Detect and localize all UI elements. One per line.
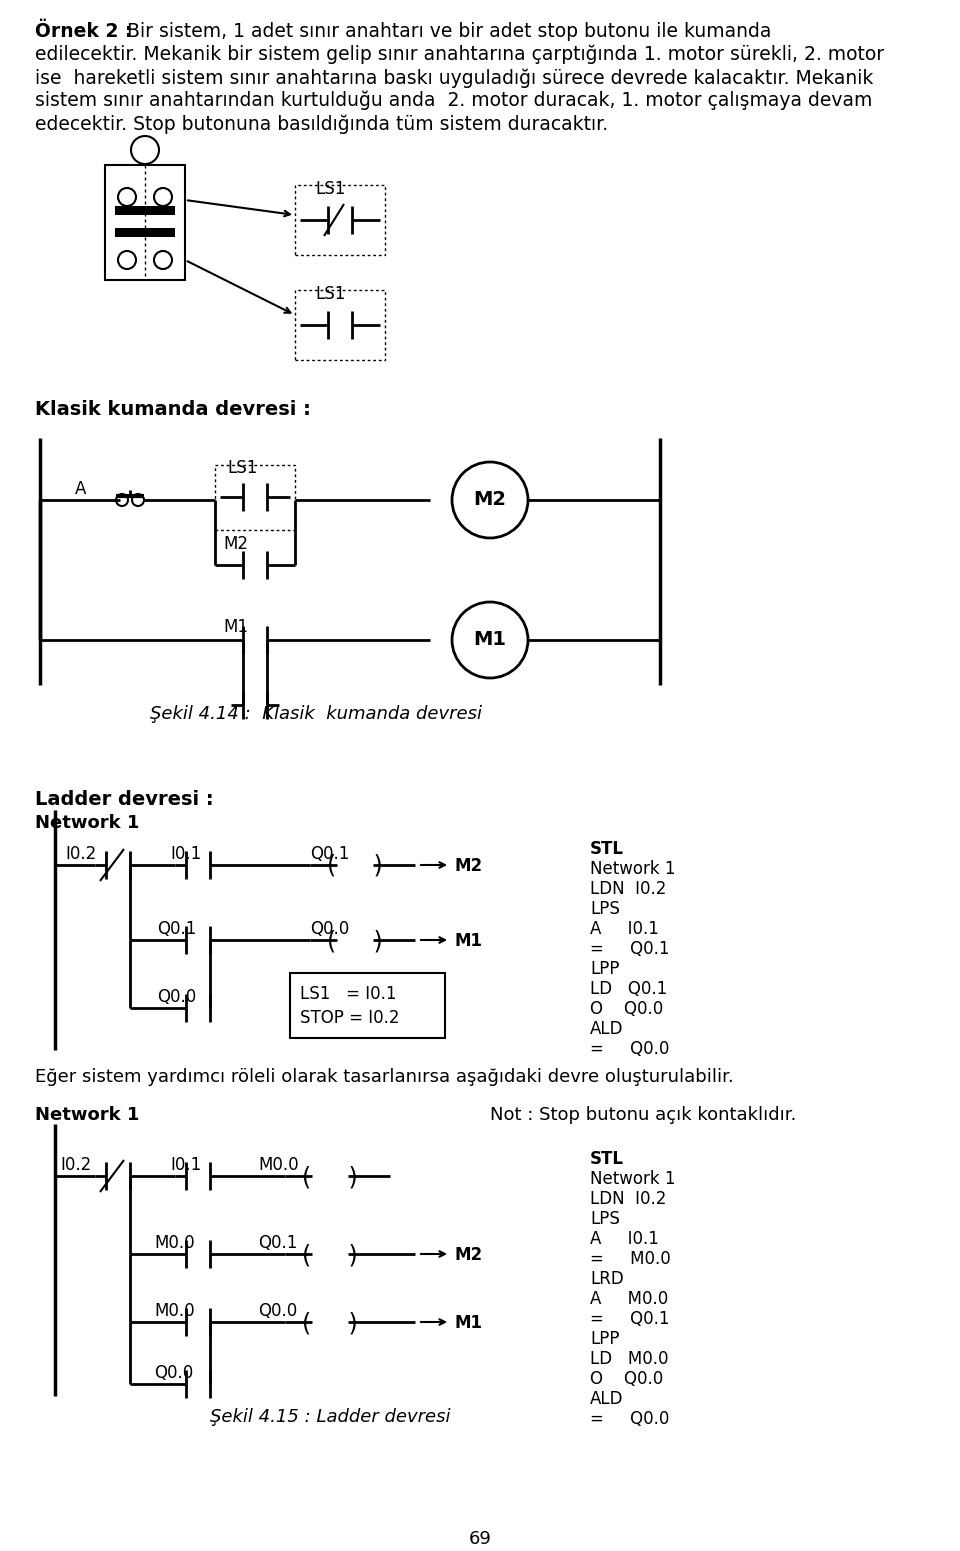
Text: M2: M2: [223, 535, 248, 554]
Bar: [115, 228, 175, 237]
Text: (     ): ( ): [302, 1165, 358, 1190]
Text: O    Q0.0: O Q0.0: [590, 1370, 663, 1388]
Text: LD   Q0.1: LD Q0.1: [590, 980, 667, 997]
Bar: [115, 206, 175, 216]
Text: M0.0: M0.0: [154, 1301, 195, 1320]
Text: Şekil 4.15 : Ladder devresi: Şekil 4.15 : Ladder devresi: [210, 1408, 450, 1425]
Text: Q0.0: Q0.0: [157, 988, 196, 1007]
Text: Ladder devresi :: Ladder devresi :: [35, 789, 214, 810]
Text: STOP = I0.2: STOP = I0.2: [300, 1010, 399, 1027]
Text: M2: M2: [455, 1245, 483, 1264]
Text: LS1: LS1: [227, 459, 257, 478]
Text: Not : Stop butonu açık kontaklıdır.: Not : Stop butonu açık kontaklıdır.: [490, 1106, 797, 1124]
Text: STL: STL: [590, 1149, 624, 1168]
Text: Bir sistem, 1 adet sınır anahtarı ve bir adet stop butonu ile kumanda: Bir sistem, 1 adet sınır anahtarı ve bir…: [115, 22, 772, 40]
Text: Q0.1: Q0.1: [310, 845, 349, 862]
Text: M0.0: M0.0: [154, 1235, 195, 1252]
Text: Klasik kumanda devresi :: Klasik kumanda devresi :: [35, 400, 311, 419]
Text: M1: M1: [455, 932, 483, 951]
Text: Eğer sistem yardımcı röleli olarak tasarlanırsa aşağıdaki devre oluşturulabilir.: Eğer sistem yardımcı röleli olarak tasar…: [35, 1069, 733, 1086]
Text: Network 1: Network 1: [590, 1169, 676, 1188]
Text: M1: M1: [223, 617, 248, 636]
Text: Network 1: Network 1: [590, 859, 676, 878]
Bar: [295, 185, 385, 254]
Text: Q0.1: Q0.1: [157, 920, 197, 938]
Text: Network 1: Network 1: [35, 814, 139, 831]
Text: ALD: ALD: [590, 1021, 623, 1038]
Text: A     I0.1: A I0.1: [590, 1230, 659, 1249]
Text: ise  hareketli sistem sınır anahtarına baskı uyguladığı sürece devrede kalacaktı: ise hareketli sistem sınır anahtarına ba…: [35, 68, 874, 87]
Text: LS1: LS1: [315, 180, 346, 199]
Text: LDN  I0.2: LDN I0.2: [590, 1190, 666, 1208]
Text: M0.0: M0.0: [258, 1155, 299, 1174]
Text: =     Q0.0: = Q0.0: [590, 1041, 669, 1058]
Text: LRD: LRD: [590, 1270, 624, 1287]
Text: Örnek 2 :: Örnek 2 :: [35, 22, 132, 40]
Text: LPP: LPP: [590, 1331, 619, 1348]
Text: STL: STL: [590, 841, 624, 858]
Text: (     ): ( ): [302, 1242, 358, 1267]
Text: Q0.0: Q0.0: [154, 1363, 193, 1382]
Text: A: A: [75, 479, 86, 498]
Text: =     Q0.1: = Q0.1: [590, 940, 669, 959]
Text: Network 1: Network 1: [35, 1106, 139, 1124]
Text: =     Q0.0: = Q0.0: [590, 1410, 669, 1428]
Text: LPS: LPS: [590, 1210, 620, 1228]
Text: I0.2: I0.2: [60, 1155, 91, 1174]
Text: I0.1: I0.1: [170, 845, 202, 862]
Text: Q0.0: Q0.0: [310, 920, 349, 938]
Text: LPS: LPS: [590, 900, 620, 918]
Text: Q0.0: Q0.0: [258, 1301, 298, 1320]
Text: A     I0.1: A I0.1: [590, 920, 659, 938]
Text: M2: M2: [455, 858, 483, 875]
Text: sistem sınır anahtarından kurtulduğu anda  2. motor duracak, 1. motor çalışmaya : sistem sınır anahtarından kurtulduğu and…: [35, 92, 873, 110]
Text: ALD: ALD: [590, 1390, 623, 1408]
Text: O    Q0.0: O Q0.0: [590, 1000, 663, 1017]
Text: LDN  I0.2: LDN I0.2: [590, 879, 666, 898]
Text: I0.1: I0.1: [170, 1155, 202, 1174]
Bar: [295, 290, 385, 360]
Text: (     ): ( ): [327, 929, 383, 952]
Text: M2: M2: [473, 490, 507, 509]
Text: LD   M0.0: LD M0.0: [590, 1349, 668, 1368]
Text: Şekil 4.14 :  Klasik  kumanda devresi: Şekil 4.14 : Klasik kumanda devresi: [150, 706, 482, 723]
Text: edecektir. Stop butonuna basıldığında tüm sistem duracaktır.: edecektir. Stop butonuna basıldığında tü…: [35, 115, 608, 133]
Text: (     ): ( ): [327, 855, 383, 878]
Text: LS1   = I0.1: LS1 = I0.1: [300, 985, 396, 1003]
Text: (     ): ( ): [302, 1311, 358, 1335]
Text: LPP: LPP: [590, 960, 619, 979]
Text: A     M0.0: A M0.0: [590, 1290, 668, 1307]
Text: M1: M1: [455, 1314, 483, 1332]
Text: I0.2: I0.2: [65, 845, 96, 862]
Text: LS1: LS1: [315, 285, 346, 302]
Text: edilecektir. Mekanik bir sistem gelip sınır anahtarına çarptığında 1. motor süre: edilecektir. Mekanik bir sistem gelip sı…: [35, 45, 884, 65]
Text: =     Q0.1: = Q0.1: [590, 1311, 669, 1328]
Text: 69: 69: [468, 1529, 492, 1548]
Text: M1: M1: [473, 630, 507, 648]
Text: =     M0.0: = M0.0: [590, 1250, 671, 1269]
Bar: [105, 164, 185, 281]
Text: Q0.1: Q0.1: [258, 1235, 298, 1252]
Bar: [215, 465, 295, 530]
Bar: [290, 972, 445, 1038]
